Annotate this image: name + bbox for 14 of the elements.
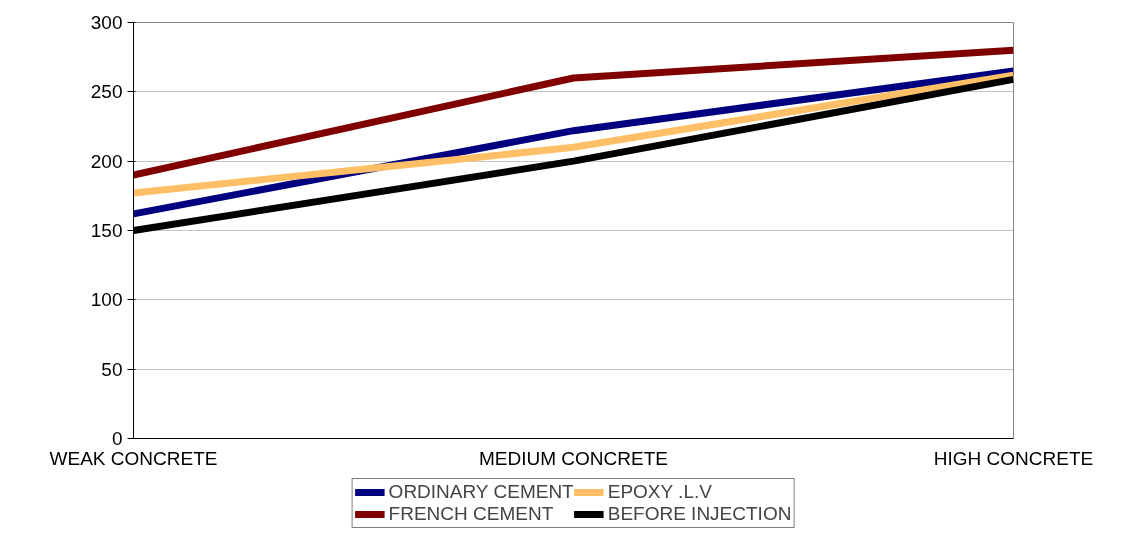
legend-label: FRENCH CEMENT xyxy=(388,503,554,525)
x-tick-label: HIGH CONCRETE xyxy=(933,447,1094,469)
y-tick-label: 100 xyxy=(90,289,123,311)
y-tick-label: 50 xyxy=(101,358,123,380)
y-tick-label: 150 xyxy=(90,220,123,241)
x-tick-label: MEDIUM CONCRETE xyxy=(479,447,668,469)
legend-label: ORDINARY CEMENT xyxy=(388,481,574,503)
x-tick-label: WEAK CONCRETE xyxy=(49,447,218,469)
legend-label: EPOXY .L.V xyxy=(607,481,712,503)
y-tick-label: 200 xyxy=(90,150,123,172)
y-tick-label: 250 xyxy=(90,81,123,103)
legend-label: BEFORE INJECTION xyxy=(607,503,792,525)
y-tick-label: 300 xyxy=(90,12,123,33)
y-tick-label: 0 xyxy=(111,428,123,449)
